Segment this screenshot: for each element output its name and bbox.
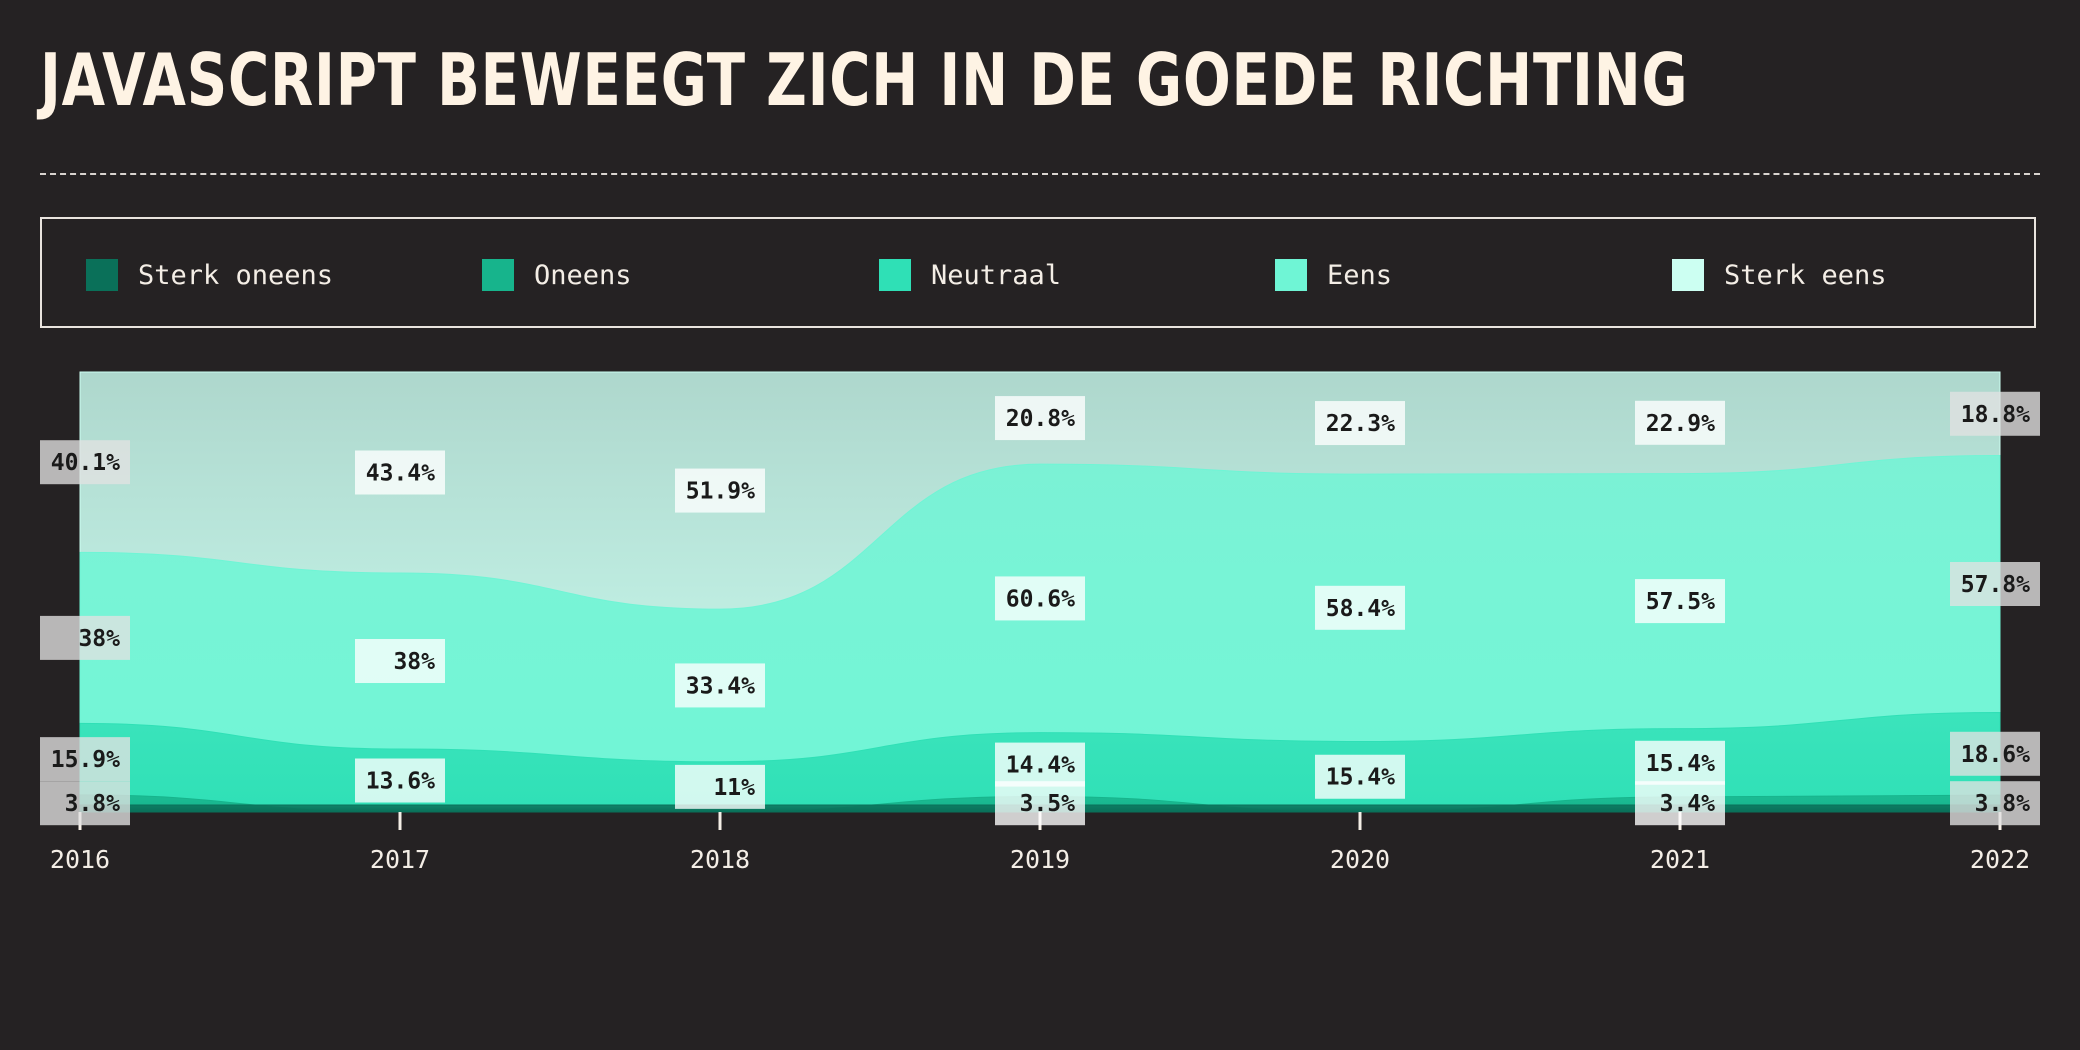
title-divider <box>40 173 2040 175</box>
data-label: 22.3% <box>1326 411 1395 437</box>
data-label-box <box>40 737 130 782</box>
data-label: 3.8% <box>65 791 121 817</box>
data-label: 38% <box>393 649 435 675</box>
data-label: 3.8% <box>1975 791 2031 817</box>
chart-title: JAVASCRIPT BEWEEGT ZICH IN DE GOEDE RICH… <box>40 38 1689 122</box>
legend-item-oneens: Oneens <box>482 259 632 291</box>
legend-label-sterk-eens: Sterk eens <box>1724 259 1887 291</box>
area-eens <box>79 455 2001 813</box>
legend-label-eens: Eens <box>1327 259 1393 291</box>
data-label-box <box>1315 585 1405 630</box>
data-label: 3.4% <box>1660 791 1716 817</box>
data-label: 15.4% <box>1326 765 1395 791</box>
x-tick-label-2019: 2019 <box>1010 845 1070 874</box>
data-label-box <box>40 440 130 485</box>
x-tick-label-2021: 2021 <box>1650 845 1710 874</box>
data-label-box <box>1950 562 2040 606</box>
x-tick-label-2020: 2020 <box>1330 845 1390 874</box>
legend-swatch-neutraal <box>879 259 911 291</box>
data-label-box <box>355 639 445 684</box>
data-label: 22.9% <box>1646 411 1715 437</box>
data-label: 15.9% <box>51 747 120 773</box>
data-label-box <box>1315 401 1405 446</box>
data-label-box <box>40 615 130 660</box>
data-label: 20.8% <box>1006 406 1075 432</box>
x-axis: 2016 2017 2018 2019 2020 2021 2022 <box>50 812 2030 874</box>
legend-swatch-sterk-oneens <box>86 259 118 291</box>
legend-item-eens: Eens <box>1275 259 1392 291</box>
data-label-box <box>1635 400 1725 445</box>
legend-item-sterk-eens: Sterk eens <box>1672 259 1887 291</box>
data-label-box <box>1315 754 1405 799</box>
legend-label-neutraal: Neutraal <box>931 259 1062 291</box>
x-tick-label-2018: 2018 <box>690 845 750 874</box>
x-tick-label-2016: 2016 <box>50 845 110 874</box>
data-label-box <box>355 758 445 803</box>
data-label: 18.6% <box>1961 742 2030 768</box>
data-label: 18.8% <box>1961 402 2030 428</box>
data-label: 40.1% <box>51 450 120 476</box>
data-label-box <box>355 450 445 495</box>
data-labels: 3.8% 15.9% 38% 40.1% 13.6% 38% 43.4% 11% 33.4% 51… <box>40 391 2040 826</box>
data-label: 57.8% <box>1961 572 2030 598</box>
legend-label-oneens: Oneens <box>534 259 632 291</box>
data-label-box <box>1950 731 2040 776</box>
data-label-box <box>995 781 1085 826</box>
data-label-box <box>1635 740 1725 785</box>
data-label-box <box>675 663 765 708</box>
legend-swatch-eens <box>1275 259 1307 291</box>
data-label-box <box>1950 391 2040 436</box>
legend-swatch-sterk-eens <box>1672 259 1704 291</box>
x-tick-label-2017: 2017 <box>370 845 430 874</box>
data-label: 57.5% <box>1646 589 1715 615</box>
data-label-box <box>1950 781 2040 826</box>
data-label: 43.4% <box>366 461 435 487</box>
data-label-box <box>1635 579 1725 624</box>
data-label: 11% <box>713 775 755 801</box>
data-label-box <box>995 396 1085 441</box>
data-label: 60.6% <box>1006 586 1075 612</box>
x-tick-label-2022: 2022 <box>1970 845 2030 874</box>
data-label-box <box>40 781 130 826</box>
data-label: 13.6% <box>366 769 435 795</box>
legend: Sterk oneens Oneens Neutraal Eens Sterk … <box>40 217 2036 328</box>
data-label-box <box>995 742 1085 787</box>
data-label: 38% <box>78 626 120 652</box>
data-label: 33.4% <box>686 673 755 699</box>
legend-swatch-oneens <box>482 259 514 291</box>
data-label-box <box>995 576 1085 621</box>
data-label-box <box>1635 781 1725 826</box>
legend-item-sterk-oneens: Sterk oneens <box>86 259 333 291</box>
data-label: 51.9% <box>686 479 755 505</box>
data-label: 3.5% <box>1020 791 1076 817</box>
data-label-box <box>675 468 765 513</box>
legend-item-neutraal: Neutraal <box>879 259 1061 291</box>
data-label: 58.4% <box>1326 596 1395 622</box>
data-label-box <box>675 764 765 809</box>
legend-label-sterk-oneens: Sterk oneens <box>138 259 334 291</box>
data-label: 14.4% <box>1006 753 1075 779</box>
data-label: 15.4% <box>1646 751 1715 777</box>
